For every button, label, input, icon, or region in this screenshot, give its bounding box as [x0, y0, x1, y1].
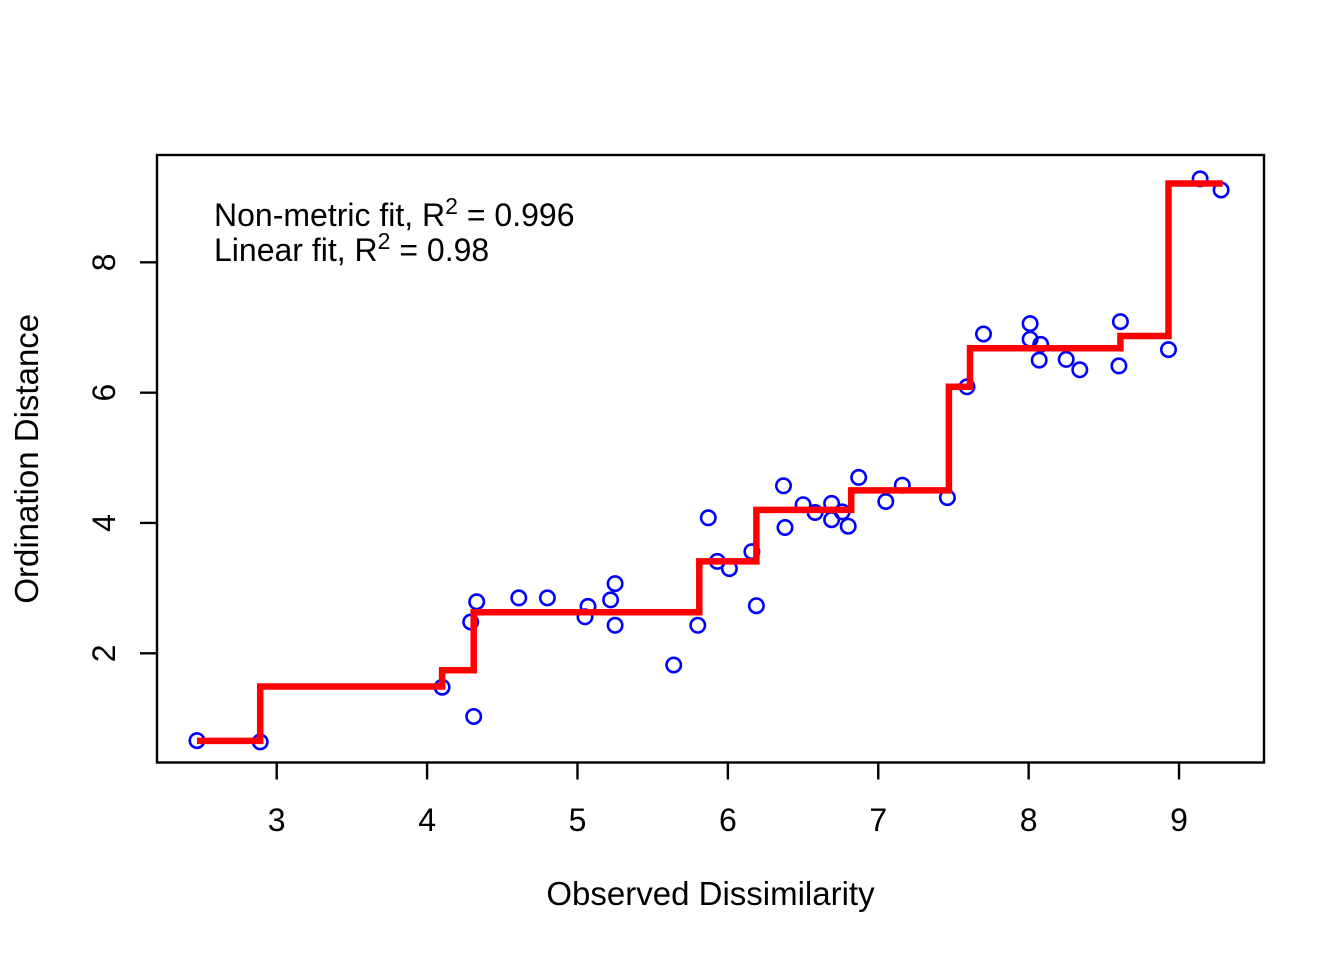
- data-point: [538, 589, 556, 607]
- x-tick-label: 8: [1020, 802, 1038, 838]
- data-point: [1160, 341, 1178, 359]
- data-point: [606, 616, 624, 634]
- x-tick-label: 5: [569, 802, 587, 838]
- x-tick-label: 4: [418, 802, 436, 838]
- data-point: [510, 589, 528, 607]
- y-axis: 2 4 6 8: [86, 253, 157, 662]
- data-point: [747, 597, 765, 615]
- data-point: [1021, 315, 1039, 333]
- data-point: [839, 517, 857, 535]
- data-point: [877, 492, 895, 510]
- plot-box: [155, 153, 1266, 764]
- data-point: [1071, 361, 1089, 379]
- data-point: [468, 593, 486, 611]
- monotone-step-fit-line: [197, 180, 1223, 745]
- fit-annotation: Linear fit, R2 = 0.98: [214, 228, 489, 268]
- y-tick-label: 2: [86, 644, 122, 662]
- data-point: [1030, 351, 1048, 369]
- data-point: [850, 468, 868, 486]
- data-point: [606, 575, 624, 593]
- x-axis-title: Observed Dissimilarity: [546, 875, 875, 912]
- y-tick-label: 6: [86, 384, 122, 402]
- y-tick-label: 8: [86, 253, 122, 271]
- x-tick-label: 7: [869, 802, 887, 838]
- data-point: [776, 518, 794, 536]
- data-point: [699, 509, 717, 527]
- data-point: [1110, 357, 1128, 375]
- data-point: [974, 325, 992, 343]
- data-point: [1111, 313, 1129, 331]
- data-point: [689, 616, 707, 634]
- x-tick-label: 9: [1170, 802, 1188, 838]
- data-point: [774, 477, 792, 495]
- fit-annotation: Non-metric fit, R2 = 0.996: [214, 193, 574, 233]
- data-point: [665, 656, 683, 674]
- data-point: [1032, 335, 1050, 353]
- data-point: [602, 591, 620, 609]
- x-axis: 3 4 5 6 7 8 9: [268, 762, 1188, 838]
- x-tick-label: 3: [268, 802, 286, 838]
- y-tick-label: 4: [86, 514, 122, 532]
- data-point: [465, 707, 483, 725]
- x-tick-label: 6: [719, 802, 737, 838]
- y-axis-title: Ordination Distance: [8, 314, 45, 604]
- data-point: [1057, 350, 1075, 368]
